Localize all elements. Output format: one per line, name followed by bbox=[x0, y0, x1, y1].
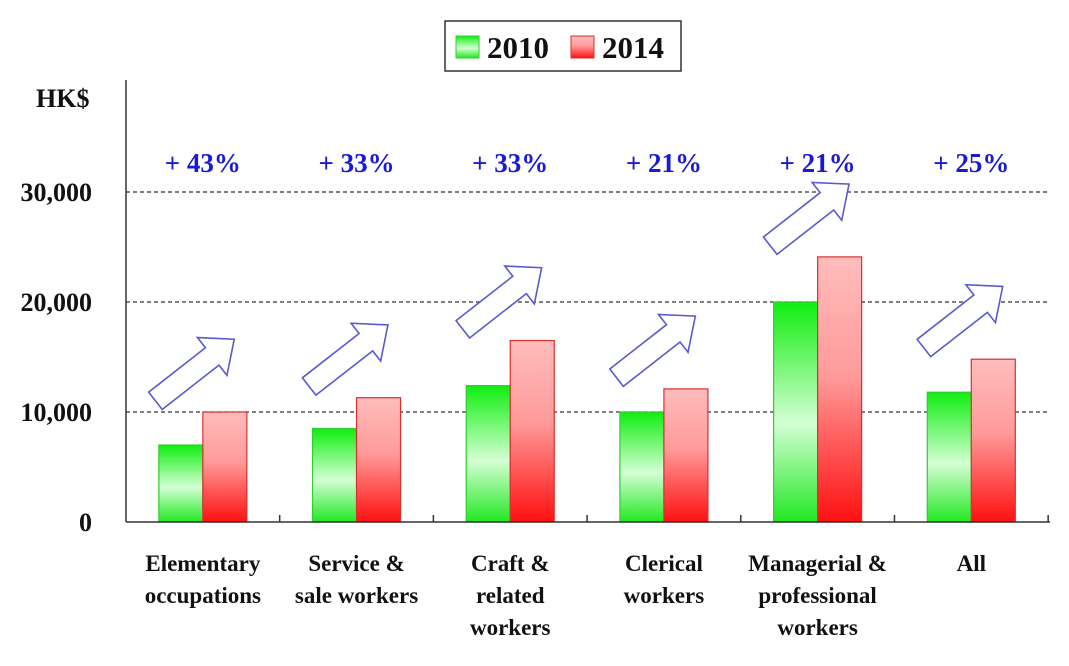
category-label: Craft & bbox=[471, 551, 550, 576]
category-label: workers bbox=[470, 615, 551, 640]
legend-swatch-2010 bbox=[455, 35, 480, 59]
category-labels: Elementary occupations Service & sale worke… bbox=[145, 551, 986, 640]
bar-2014 bbox=[817, 256, 863, 523]
category-label: sale workers bbox=[295, 583, 418, 608]
y-axis-label: HK$ bbox=[36, 84, 89, 113]
category-label: Managerial & bbox=[748, 551, 887, 576]
category-label: Elementary bbox=[145, 551, 260, 576]
legend: 2010 2014 bbox=[444, 20, 682, 72]
y-tick-label: 30,000 bbox=[21, 178, 93, 207]
up-arrow-icon bbox=[301, 322, 389, 397]
category-label: workers bbox=[777, 615, 858, 640]
legend-swatch-2014 bbox=[570, 35, 595, 59]
category-label: Service & bbox=[308, 551, 404, 576]
up-arrow-icon bbox=[454, 265, 543, 340]
percent-change-label: + 43% bbox=[165, 148, 241, 178]
percent-change-label: + 33% bbox=[318, 148, 394, 178]
category-label: All bbox=[957, 551, 986, 576]
percent-change-label: + 21% bbox=[626, 148, 702, 178]
up-arrow-icon bbox=[608, 313, 697, 388]
y-tick-label: 10,000 bbox=[21, 398, 93, 427]
bar-2014 bbox=[355, 397, 402, 523]
bar-2010 bbox=[158, 444, 204, 523]
percent-change-label: + 21% bbox=[780, 148, 856, 178]
bar-2014 bbox=[663, 388, 709, 523]
legend-box bbox=[444, 20, 682, 72]
y-tick-labels: 0 10,000 20,000 30,000 bbox=[21, 178, 93, 537]
legend-label-2010: 2010 bbox=[487, 30, 549, 65]
percent-change-label: + 25% bbox=[933, 148, 1009, 178]
category-label: occupations bbox=[145, 583, 261, 608]
percent-change-label: + 33% bbox=[472, 148, 548, 178]
percent-labels: + 43% + 33% + 33% + 21% + 21% + 25% bbox=[165, 148, 1010, 178]
axes bbox=[125, 80, 1050, 523]
category-label: related bbox=[476, 583, 545, 608]
category-label: Clerical bbox=[625, 551, 703, 576]
up-arrow-icon bbox=[762, 181, 850, 256]
up-arrow-icon bbox=[147, 336, 236, 411]
gridlines bbox=[126, 191, 1050, 413]
bar-2010 bbox=[311, 427, 358, 523]
bar-2014 bbox=[970, 358, 1016, 523]
bar-2014 bbox=[509, 339, 555, 523]
category-label: workers bbox=[624, 583, 705, 608]
bar-2010 bbox=[926, 391, 972, 523]
increase-arrows bbox=[147, 181, 1004, 411]
legend-label-2014: 2014 bbox=[602, 30, 664, 65]
bar-2010 bbox=[773, 301, 819, 523]
up-arrow-icon bbox=[916, 283, 1004, 358]
bar-2014 bbox=[202, 411, 248, 523]
bar-2010 bbox=[619, 411, 665, 523]
y-tick-label: 0 bbox=[79, 508, 92, 537]
bar-2010 bbox=[465, 385, 511, 523]
bars bbox=[158, 256, 1016, 523]
category-label: professional bbox=[758, 583, 876, 608]
y-tick-label: 20,000 bbox=[21, 288, 93, 317]
